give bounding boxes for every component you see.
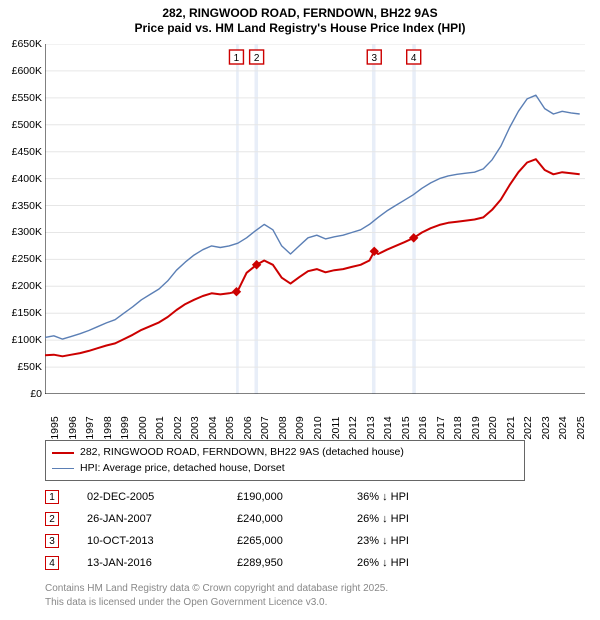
sales-row-date: 13-JAN-2016: [87, 557, 237, 569]
sales-row-date: 02-DEC-2005: [87, 491, 237, 503]
legend-row: 282, RINGWOOD ROAD, FERNDOWN, BH22 9AS (…: [52, 445, 518, 461]
legend-label: HPI: Average price, detached house, Dors…: [80, 461, 285, 477]
x-axis-tick-label: 2019: [470, 416, 482, 439]
sales-row-price: £289,950: [237, 557, 357, 569]
y-axis-tick-label: £650K: [2, 38, 42, 50]
x-axis-tick-label: 2009: [294, 416, 306, 439]
svg-text:2: 2: [254, 53, 260, 64]
y-axis-tick-label: £50K: [2, 361, 42, 373]
svg-text:4: 4: [411, 53, 417, 64]
y-axis-tick-label: £200K: [2, 280, 42, 292]
sales-table: 1 02-DEC-2005£190,00036% ↓ HPI 2 26-JAN-200…: [45, 486, 497, 574]
y-axis-tick-label: £600K: [2, 65, 42, 77]
sales-row: 3 10-OCT-2013£265,00023% ↓ HPI: [45, 530, 497, 552]
x-axis-tick-label: 2024: [557, 416, 569, 439]
x-axis-tick-label: 2018: [452, 416, 464, 439]
sales-row-marker: 4: [45, 556, 59, 570]
chart-title-line2: Price paid vs. HM Land Registry's House …: [0, 21, 600, 36]
x-axis-tick-label: 2006: [242, 416, 254, 439]
x-axis-tick-label: 2020: [487, 416, 499, 439]
sales-row-marker: 1: [45, 490, 59, 504]
y-axis-tick-label: £400K: [2, 173, 42, 185]
sales-row-delta: 36% ↓ HPI: [357, 491, 497, 503]
y-axis-tick-label: £250K: [2, 253, 42, 265]
x-axis-tick-label: 2013: [365, 416, 377, 439]
x-axis-tick-label: 1998: [102, 416, 114, 439]
x-axis-tick-label: 2010: [312, 416, 324, 439]
sales-row-price: £190,000: [237, 491, 357, 503]
x-axis-tick-label: 2003: [189, 416, 201, 439]
svg-text:1: 1: [234, 53, 240, 64]
y-axis-tick-label: £350K: [2, 200, 42, 212]
svg-text:3: 3: [371, 53, 377, 64]
x-axis-tick-label: 2016: [417, 416, 429, 439]
y-axis-tick-label: £500K: [2, 119, 42, 131]
x-axis-tick-label: 2004: [207, 416, 219, 439]
chart-footer: Contains HM Land Registry data © Crown c…: [45, 582, 388, 609]
sales-row-delta: 23% ↓ HPI: [357, 535, 497, 547]
sales-row-marker: 3: [45, 534, 59, 548]
x-axis-tick-label: 2014: [382, 416, 394, 439]
x-axis-tick-label: 2022: [522, 416, 534, 439]
x-axis-tick-label: 2008: [277, 416, 289, 439]
x-axis-tick-label: 2001: [154, 416, 166, 439]
y-axis-tick-label: £100K: [2, 334, 42, 346]
x-axis-tick-label: 2011: [330, 417, 342, 440]
y-axis-tick-label: £550K: [2, 92, 42, 104]
legend-row: HPI: Average price, detached house, Dors…: [52, 461, 518, 477]
x-axis-tick-label: 2021: [505, 416, 517, 439]
x-axis-tick-label: 1999: [119, 416, 131, 439]
chart-plot: 1 2 3 4: [45, 44, 585, 394]
x-axis-tick-label: 2025: [575, 416, 587, 439]
chart-legend: 282, RINGWOOD ROAD, FERNDOWN, BH22 9AS (…: [45, 440, 525, 481]
sales-row: 4 13-JAN-2016£289,95026% ↓ HPI: [45, 552, 497, 574]
sales-row-price: £265,000: [237, 535, 357, 547]
legend-label: 282, RINGWOOD ROAD, FERNDOWN, BH22 9AS (…: [80, 445, 404, 461]
footer-line2: This data is licensed under the Open Gov…: [45, 596, 388, 610]
x-axis-tick-label: 2000: [137, 416, 149, 439]
x-axis-tick-label: 1995: [49, 416, 61, 439]
y-axis-tick-label: £0: [2, 388, 42, 400]
x-axis-tick-label: 2015: [400, 416, 412, 439]
x-axis-tick-label: 2007: [259, 416, 271, 439]
sales-row-price: £240,000: [237, 513, 357, 525]
x-axis-tick-label: 1996: [67, 416, 79, 439]
sales-row-delta: 26% ↓ HPI: [357, 513, 497, 525]
x-axis-tick-label: 2012: [347, 416, 359, 439]
sales-row-delta: 26% ↓ HPI: [357, 557, 497, 569]
x-axis-tick-label: 2005: [224, 416, 236, 439]
x-axis-tick-label: 2002: [172, 416, 184, 439]
footer-line1: Contains HM Land Registry data © Crown c…: [45, 582, 388, 596]
sales-row: 1 02-DEC-2005£190,00036% ↓ HPI: [45, 486, 497, 508]
x-axis-tick-label: 2023: [540, 416, 552, 439]
legend-swatch: [52, 452, 74, 454]
chart-title-line1: 282, RINGWOOD ROAD, FERNDOWN, BH22 9AS: [0, 6, 600, 21]
y-axis-tick-label: £300K: [2, 226, 42, 238]
sales-row-date: 10-OCT-2013: [87, 535, 237, 547]
sales-row-date: 26-JAN-2007: [87, 513, 237, 525]
sales-row-marker: 2: [45, 512, 59, 526]
y-axis-tick-label: £450K: [2, 146, 42, 158]
legend-swatch: [52, 468, 74, 469]
x-axis-tick-label: 2017: [435, 416, 447, 439]
x-axis-tick-label: 1997: [84, 416, 96, 439]
y-axis-tick-label: £150K: [2, 307, 42, 319]
sales-row: 2 26-JAN-2007£240,00026% ↓ HPI: [45, 508, 497, 530]
